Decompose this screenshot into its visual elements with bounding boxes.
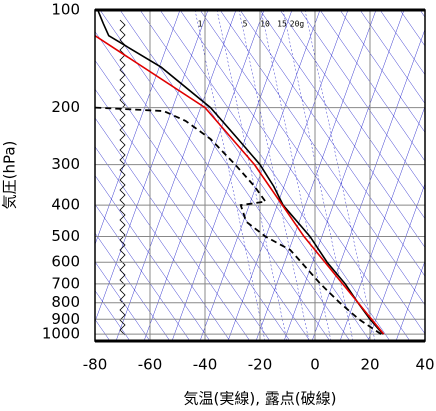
x-tick-label: -60 xyxy=(138,356,163,374)
x-tick-label: -40 xyxy=(193,356,218,374)
adiabat xyxy=(95,203,191,341)
y-tick-label: 400 xyxy=(51,196,80,214)
adiabat xyxy=(95,261,151,341)
y-tick-label: 300 xyxy=(51,155,80,173)
isotherm xyxy=(115,10,237,341)
adiabat xyxy=(95,232,171,341)
adiabat xyxy=(419,10,425,18)
isotherm xyxy=(143,10,265,341)
adiabat xyxy=(99,10,331,341)
adiabat xyxy=(159,10,391,341)
adiabat xyxy=(95,31,311,341)
x-tick-label: -80 xyxy=(83,356,108,374)
adiabat xyxy=(319,10,425,162)
y-tick-label: 800 xyxy=(51,293,80,311)
x-tick-label: 40 xyxy=(415,356,434,374)
isotherm xyxy=(227,10,349,341)
profile-line xyxy=(95,106,382,335)
isotherm xyxy=(423,337,425,341)
adiabat xyxy=(95,146,231,341)
mixing-ratio-line xyxy=(260,10,332,341)
adiabat xyxy=(399,10,425,47)
adiabat xyxy=(95,175,211,341)
mixing-ratio-label: 5 xyxy=(243,20,248,29)
mixing-ratio-line xyxy=(304,10,376,341)
y-tick-label: 900 xyxy=(51,310,80,328)
y-tick-label: 200 xyxy=(51,98,80,116)
y-tick-label: 1000 xyxy=(42,325,80,343)
mixing-ratio-label: 10 xyxy=(260,20,270,29)
x-tick-label: 20 xyxy=(360,356,379,374)
y-tick-label: 600 xyxy=(51,253,80,271)
y-axis-label: 気圧(hPa) xyxy=(1,141,19,210)
wind-barbs xyxy=(119,19,126,336)
background-lines xyxy=(95,10,425,341)
adiabat xyxy=(179,10,411,341)
mixing-ratio-line xyxy=(238,10,310,341)
isotherm xyxy=(311,28,425,341)
isotherm xyxy=(255,10,377,341)
profiles xyxy=(95,10,385,335)
isotherm xyxy=(339,105,425,341)
adiabat xyxy=(279,10,425,220)
mixing-ratio-line xyxy=(216,10,288,341)
isotherm xyxy=(283,10,405,341)
isotherm xyxy=(395,260,425,341)
isotherm xyxy=(171,10,293,341)
adiabat xyxy=(239,10,425,277)
y-tick-label: 700 xyxy=(51,274,80,292)
adiabat xyxy=(139,10,371,341)
adiabat xyxy=(95,117,251,341)
mixing-ratio-label: 15 xyxy=(277,20,287,29)
adiabat xyxy=(95,59,291,341)
adiabat xyxy=(299,10,425,191)
adiabat xyxy=(219,10,425,306)
adiabat xyxy=(379,10,425,76)
adiabat xyxy=(359,10,425,104)
x-axis-label: 気温(実線), 露点(破線) xyxy=(184,390,337,408)
y-tick-label: 100 xyxy=(51,1,80,19)
mixing-ratio-label: 1 xyxy=(198,20,203,29)
adiabat xyxy=(95,88,271,341)
isotherm xyxy=(95,10,181,246)
x-tick-label: -20 xyxy=(248,356,273,374)
isotherm xyxy=(367,183,425,341)
adiabat xyxy=(339,10,425,133)
mixing-ratio-line xyxy=(282,10,354,341)
y-tick-label: 500 xyxy=(51,227,80,245)
isotherm xyxy=(95,10,209,323)
profile-line xyxy=(95,34,385,335)
profile-line xyxy=(97,10,384,335)
x-tick-label: 0 xyxy=(310,356,320,374)
adiabat xyxy=(259,10,425,248)
mixing-ratio-label: 20g xyxy=(290,20,305,29)
mixing-ratio-line xyxy=(194,10,266,341)
